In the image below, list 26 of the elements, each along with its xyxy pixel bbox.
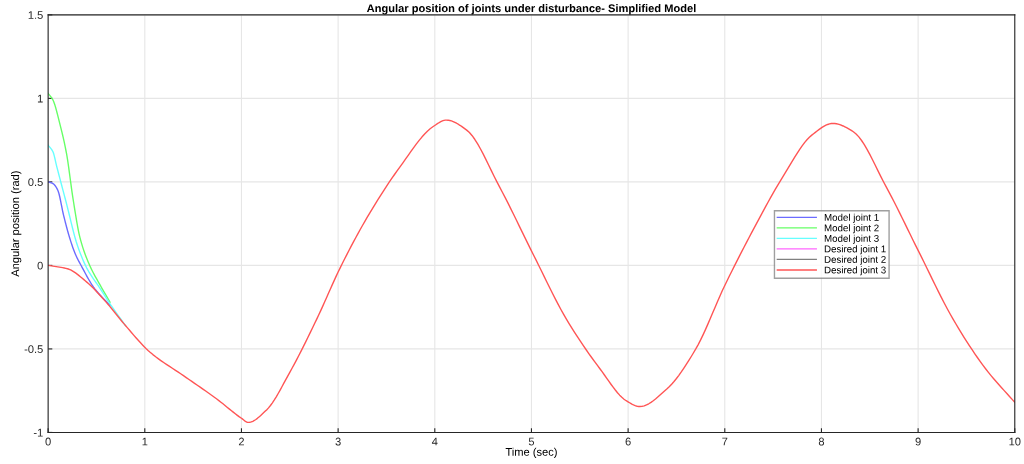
x-tick-label: 10 bbox=[1009, 437, 1021, 446]
x-tick-label: 3 bbox=[335, 437, 341, 446]
x-tick-label: 5 bbox=[528, 437, 535, 446]
x-tick-label: 2 bbox=[238, 437, 244, 446]
y-tick-label: 0 bbox=[37, 261, 43, 270]
legend-label: Desired joint 1 bbox=[824, 245, 886, 255]
legend-label: Model joint 3 bbox=[824, 234, 879, 244]
legend-label: Model joint 1 bbox=[824, 213, 879, 223]
y-tick-label: 1.5 bbox=[28, 11, 43, 19]
x-tick-label: 0 bbox=[45, 437, 51, 446]
legend-label: Desired joint 3 bbox=[824, 266, 886, 276]
y-axis-title: Angular position (rad) bbox=[10, 171, 22, 277]
y-tick-label: 1 bbox=[37, 94, 43, 103]
x-tick-label: 7 bbox=[722, 437, 728, 446]
y-tick-label: -1 bbox=[33, 428, 43, 437]
x-tick-label: 1 bbox=[142, 437, 148, 446]
chart-title: Angular position of joints under disturbance- Simplified Model bbox=[366, 4, 696, 15]
x-tick-label: 4 bbox=[431, 437, 438, 446]
x-axis-title: Time (sec) bbox=[505, 447, 557, 459]
legend-label: Model joint 2 bbox=[824, 224, 879, 234]
x-tick-label: 9 bbox=[915, 437, 921, 446]
legend-label: Desired joint 2 bbox=[824, 255, 886, 265]
y-tick-label: 0.5 bbox=[28, 178, 43, 187]
x-tick-label: 8 bbox=[818, 437, 825, 446]
y-tick-label: -0.5 bbox=[24, 345, 43, 354]
x-tick-label: 6 bbox=[625, 437, 631, 446]
